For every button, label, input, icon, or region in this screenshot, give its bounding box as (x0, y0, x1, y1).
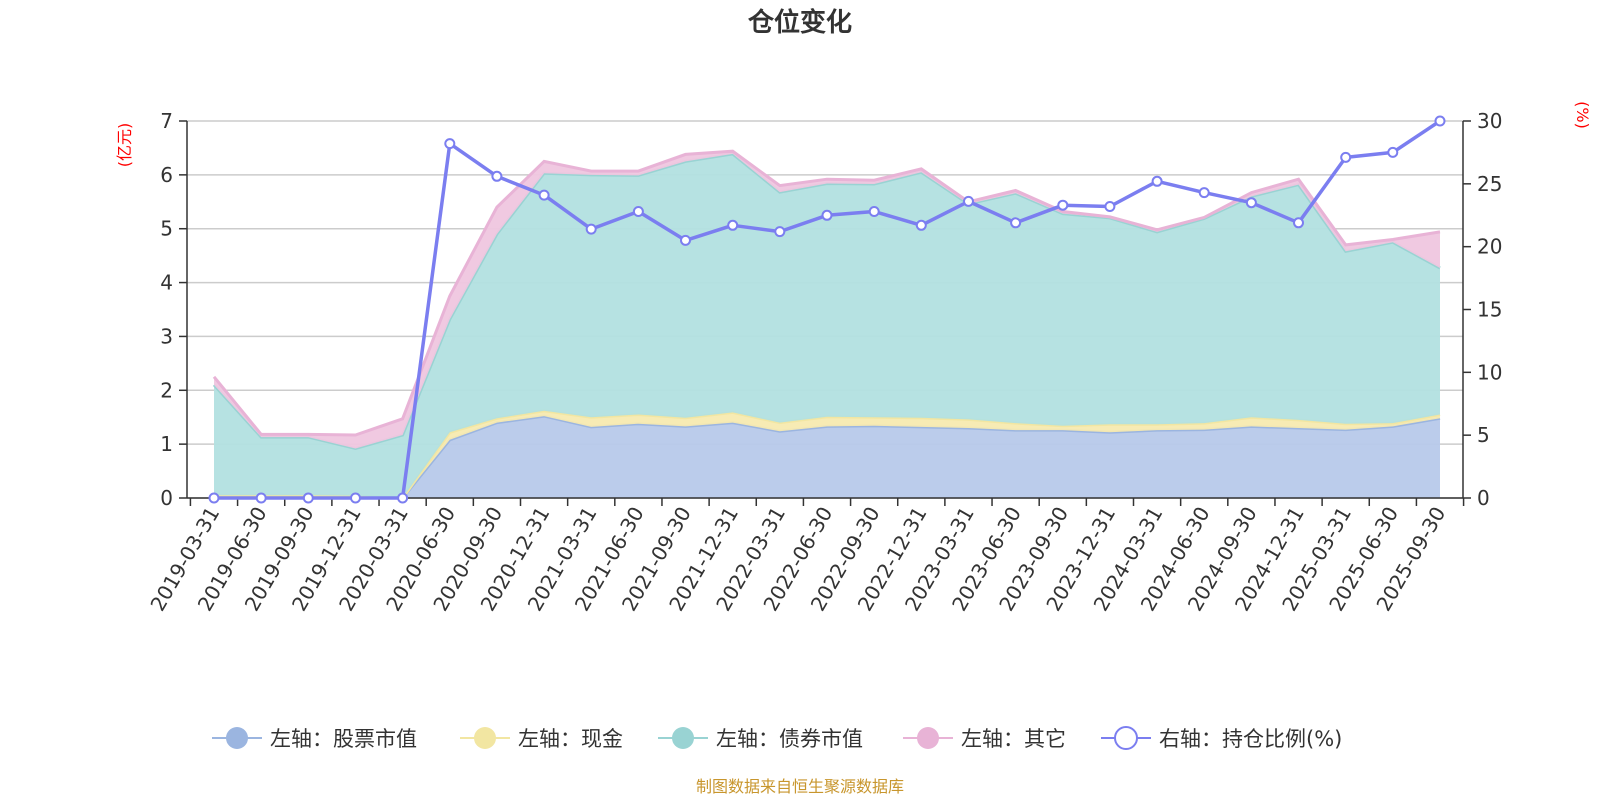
right-tick-label: 20 (1477, 235, 1502, 259)
ratio-point (1010, 217, 1022, 229)
ratio-point (727, 219, 739, 231)
right-tick-label: 0 (1477, 486, 1490, 510)
left-axis-unit: (亿元) (115, 123, 134, 168)
ratio-point (1198, 187, 1210, 199)
legend-item[interactable]: 左轴：现金 (460, 727, 623, 751)
ratio-point (1293, 217, 1304, 229)
right-tick-label: 10 (1477, 360, 1502, 384)
left-tick-label: 2 (160, 378, 173, 402)
right-tick-label: 30 (1477, 109, 1502, 133)
ratio-point (1340, 151, 1352, 163)
legend-item[interactable]: 右轴：持仓比例(%) (1101, 726, 1342, 751)
right-tick-label: 25 (1477, 172, 1502, 196)
ratio-point (444, 138, 456, 150)
legend-marker-icon (474, 727, 496, 749)
legend-label: 左轴：债券市值 (716, 727, 863, 751)
ratio-point (585, 223, 597, 235)
ratio-line-layer (208, 115, 1446, 504)
ratio-point (774, 226, 786, 238)
legend-label: 左轴：股票市值 (270, 727, 417, 751)
ratio-point (538, 189, 550, 201)
ratio-point (350, 492, 361, 504)
ratio-point (1387, 146, 1399, 158)
left-tick-label: 6 (160, 163, 173, 187)
ratio-point (491, 170, 503, 182)
ratio-point (302, 492, 314, 504)
ratio-point (963, 195, 974, 207)
left-tick-label: 4 (160, 271, 173, 295)
ratio-point (1104, 201, 1116, 212)
stacked-areas (212, 149, 1441, 500)
legend-marker-icon (672, 727, 694, 749)
left-tick-label: 0 (160, 486, 173, 510)
left-tick-label: 7 (160, 109, 173, 133)
ratio-point (1245, 197, 1257, 209)
ratio-point (915, 219, 927, 231)
ratio-point (821, 209, 833, 221)
ratio-point (1434, 115, 1446, 127)
legend-item[interactable]: 左轴：股票市值 (212, 727, 417, 751)
area-other (214, 151, 1440, 449)
ratio-point (680, 234, 691, 246)
area-stock (214, 416, 1440, 498)
left-tick-label: 5 (160, 217, 173, 241)
right-tick-label: 5 (1477, 423, 1490, 447)
ratio-point (208, 492, 220, 504)
legend-marker-icon (1114, 726, 1138, 750)
legend-label: 右轴：持仓比例(%) (1159, 727, 1342, 751)
legend[interactable]: 左轴：股票市值 左轴：现金 左轴：债券市值 左轴：其它 右轴：持仓比例(%) (212, 726, 1342, 751)
ratio-point (255, 492, 267, 504)
left-tick-label: 3 (160, 324, 173, 348)
legend-item[interactable]: 左轴：其它 (903, 727, 1066, 751)
legend-marker-icon (226, 727, 248, 749)
right-tick-label: 15 (1477, 298, 1502, 322)
area-bond (214, 153, 1440, 498)
legend-marker-icon (917, 727, 939, 749)
ratio-point (1151, 175, 1163, 187)
left-tick-label: 1 (160, 432, 173, 456)
source-note: 制图数据来自恒生聚源数据库 (696, 777, 904, 796)
ratio-point (1057, 199, 1069, 211)
ratio-point (632, 206, 644, 217)
ratio-point (868, 206, 880, 217)
ratio-point (397, 492, 409, 504)
chart-title: 仓位变化 (747, 7, 852, 38)
legend-label: 左轴：现金 (518, 727, 623, 751)
legend-label: 左轴：其它 (961, 727, 1066, 751)
right-axis-unit: (%) (1573, 101, 1592, 129)
legend-item[interactable]: 左轴：债券市值 (658, 727, 863, 751)
